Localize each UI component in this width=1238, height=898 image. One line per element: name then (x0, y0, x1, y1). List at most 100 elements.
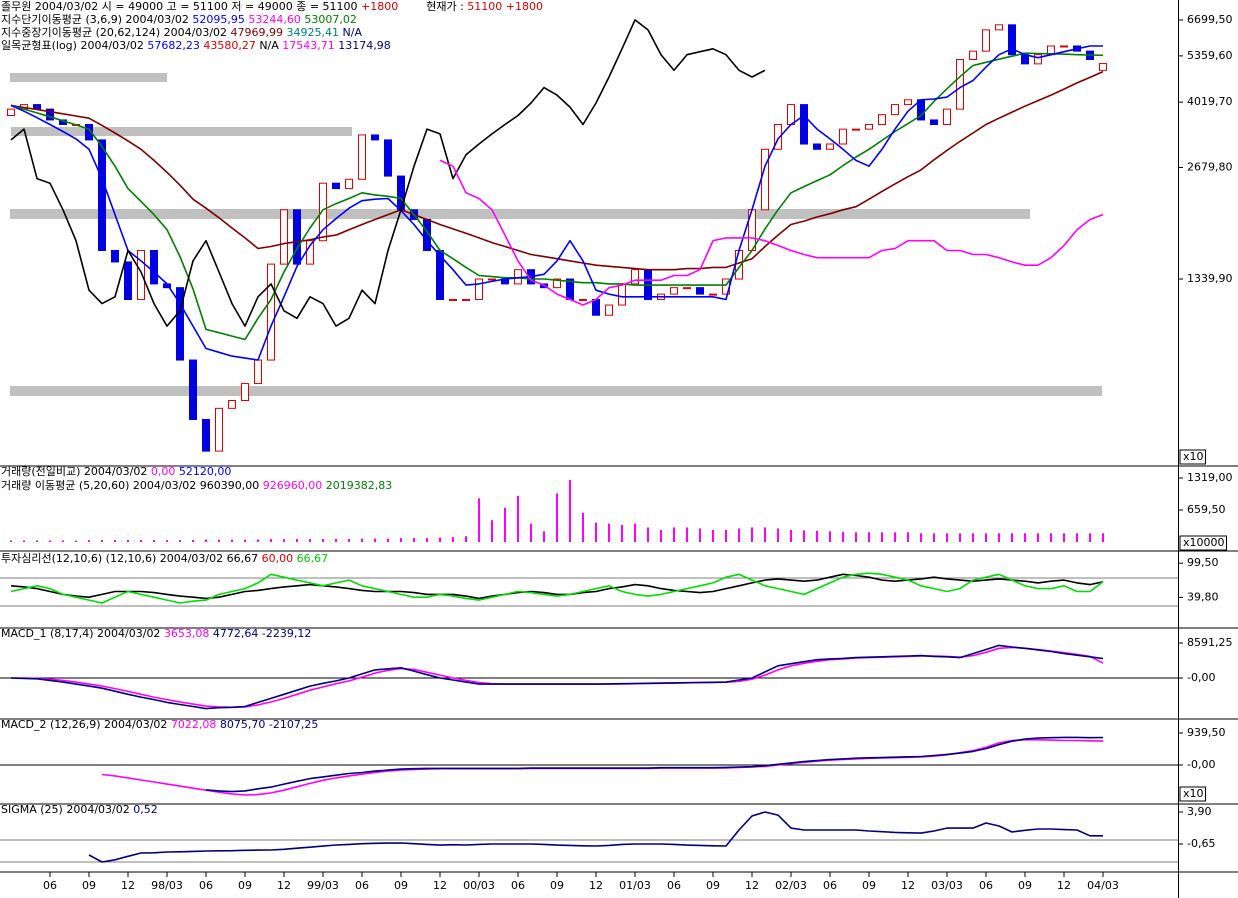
volume-bar (439, 537, 441, 542)
header-text: SIGMA (25) 2004/03/02 0,52 (1, 803, 158, 816)
volume-bar (959, 533, 961, 542)
volume-bar (1024, 533, 1026, 542)
candle (1099, 63, 1107, 71)
candle (241, 383, 249, 401)
volume-bar (985, 533, 987, 542)
y-tick-label: -0,65 (1187, 837, 1215, 850)
series-line (439, 159, 1104, 306)
volume-bar (803, 530, 805, 542)
x-tick-label: 06 (667, 879, 681, 892)
candle (176, 287, 184, 361)
candle (696, 287, 704, 295)
candle (839, 128, 847, 145)
candle (774, 123, 782, 150)
x-tick-label: 09 (1018, 879, 1032, 892)
series-line (88, 811, 1103, 863)
header-text: MACD_1 (8,17,4) 2004/03/02 3653,08 4772,… (1, 627, 311, 640)
header-segment: 52095,95 (192, 13, 248, 26)
unit-label: x10000 (1183, 536, 1225, 549)
volume-bar (192, 540, 194, 542)
y-tick-label: 2679,80 (1187, 160, 1233, 173)
y-tick-label: 39,80 (1187, 590, 1219, 603)
header-segment: 거래량(전일비교) 2004/03/02 (1, 464, 151, 478)
header-segment: 8075,70 -2107,25 (220, 718, 318, 731)
header-segment: 53007,02 (304, 13, 357, 26)
candle (683, 287, 691, 290)
candle (7, 108, 15, 117)
candle (228, 399, 236, 409)
candle (254, 359, 262, 385)
panel: 1339,90 2679,80 4019,70 5359,60 6699,50 졸무원 2… (1, 0, 1233, 465)
x-tick-label: 12 (901, 879, 915, 892)
volume-bar (127, 540, 129, 542)
x-tick-label: 06 (355, 879, 369, 892)
candle (852, 128, 860, 131)
header-text: 거래량 이동평균 (5,20,60) 2004/03/02 960390,00 … (1, 479, 392, 492)
x-tick-label: 06 (979, 879, 993, 892)
series-line (10, 572, 1104, 604)
header-segment: 34925,41 (287, 26, 343, 39)
volume-bar (855, 532, 857, 542)
header-segment: 13174,98 (338, 39, 391, 52)
panel: 39,80 99,50 투자심리선(12,10,6) (12,10,6) 2004/… (1, 552, 1219, 604)
volume-bar (777, 528, 779, 542)
series-line (10, 573, 1104, 600)
candle (384, 139, 392, 177)
volume-bar (842, 531, 844, 542)
volume-bar (413, 538, 415, 542)
header-segment: 47969,99 (231, 26, 287, 39)
series-line (10, 644, 1104, 710)
volume-bar (1037, 533, 1039, 542)
x-tick-label: 06 (511, 879, 525, 892)
header-segment: 7022,08 (171, 718, 220, 731)
volume-bar (621, 525, 623, 542)
header-segment: 53244,60 (248, 13, 304, 26)
volume-bar (10, 540, 12, 542)
candle (85, 123, 93, 141)
y-tick-label: 4019,70 (1187, 95, 1233, 108)
volume-bar (452, 537, 454, 542)
volume-bar (101, 540, 103, 542)
candle (1034, 54, 1042, 65)
volume-bar (140, 540, 142, 542)
series-line (10, 19, 766, 327)
volume-bar (218, 539, 220, 542)
x-tick-label: 12 (433, 879, 447, 892)
volume-bar (244, 539, 246, 542)
header-segment: MACD_1 (8,17,4) 2004/03/02 (1, 627, 164, 640)
volume-bar (361, 538, 363, 542)
y-tick-label: 6699,50 (1187, 13, 1233, 26)
x-tick-label: 04/03 (1087, 879, 1119, 892)
y-tick-label: 939,50 (1187, 726, 1226, 739)
candle (618, 283, 626, 306)
header-segment: 52120,00 (179, 465, 232, 478)
volume-bar (179, 540, 181, 542)
band (10, 73, 167, 82)
volume-bar (946, 533, 948, 542)
volume-bar (283, 539, 285, 542)
y-tick-label: 659,50 (1187, 503, 1226, 516)
series-line (10, 45, 1103, 361)
volume-bar (75, 540, 77, 542)
x-tick-label: 09 (862, 879, 876, 892)
volume-bar (530, 523, 532, 542)
candle (332, 182, 340, 190)
volume-bar (114, 540, 116, 542)
candle (111, 249, 119, 263)
support-bands (10, 73, 1102, 396)
x-tick-label: 12 (745, 879, 759, 892)
candle (189, 359, 197, 420)
unit-box (1179, 449, 1207, 465)
volume-bar (465, 536, 467, 542)
header-text: 거래량(전일비교) 2004/03/02 0,00 52120,00 (1, 464, 231, 478)
volume-bar (725, 529, 727, 542)
volume-bar (816, 530, 818, 542)
series-line (10, 52, 1104, 341)
volume-bar (595, 522, 597, 542)
x-tick-label: 09 (550, 879, 564, 892)
volume-bar (478, 498, 480, 542)
header-segment: 60,00 (262, 552, 297, 565)
candle (631, 269, 639, 285)
x-tick-label: 09 (238, 879, 252, 892)
y-tick-label: 99,50 (1187, 556, 1219, 569)
